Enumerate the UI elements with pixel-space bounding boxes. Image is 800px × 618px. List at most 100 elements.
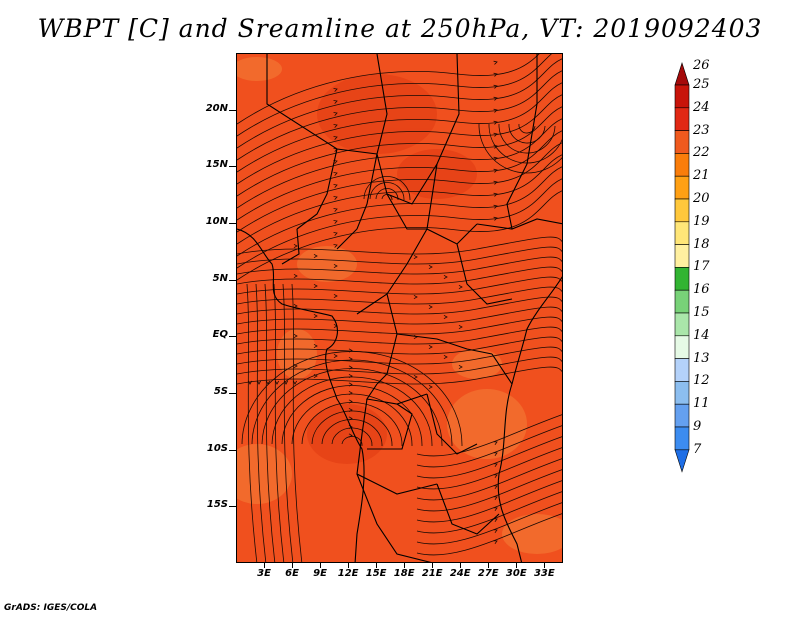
streamline xyxy=(416,414,562,457)
streamline xyxy=(237,130,562,221)
streamline-arrow xyxy=(458,284,463,290)
streamline-arrow xyxy=(493,156,498,161)
streamline-arrow xyxy=(292,380,298,385)
streamline xyxy=(291,393,413,447)
streamline-arrow xyxy=(493,518,498,523)
streamline xyxy=(508,123,546,144)
streamline xyxy=(251,359,453,447)
longitude-label: 33E xyxy=(533,568,555,579)
streamline-arrow xyxy=(333,196,338,200)
streamline-arrow xyxy=(293,333,298,339)
streamline xyxy=(237,256,562,275)
streamline xyxy=(237,178,562,269)
streamline-arrow xyxy=(333,353,338,359)
latitude-tick xyxy=(229,336,236,338)
streamline-arrow xyxy=(348,356,353,362)
streamline xyxy=(237,70,562,161)
streamline xyxy=(237,286,562,305)
longitude-label: 18E xyxy=(393,568,415,579)
longitude-tick xyxy=(376,563,378,568)
streamline-arrow xyxy=(348,348,353,353)
longitude-tick xyxy=(488,563,490,568)
software-credit: GrADS: IGES/COLA xyxy=(4,603,98,613)
streamline-arrow xyxy=(333,112,338,116)
colorbar-swatch xyxy=(674,312,690,337)
map-panel xyxy=(236,53,563,563)
streamline xyxy=(518,123,536,134)
streamline-arrow xyxy=(333,263,338,269)
streamline-arrow xyxy=(333,232,338,236)
streamline-arrow xyxy=(493,463,498,468)
streamline xyxy=(237,336,562,355)
streamline-arrow xyxy=(493,204,498,209)
streamline xyxy=(237,54,552,137)
longitude-tick xyxy=(544,563,546,568)
longitude-tick xyxy=(432,563,434,568)
streamline-arrow xyxy=(313,253,318,259)
streamline xyxy=(271,376,433,447)
streamline-arrow xyxy=(428,304,433,310)
latitude-label: EQ xyxy=(212,329,228,341)
longitude-label: 21E xyxy=(421,568,443,579)
latitude-tick xyxy=(229,506,236,508)
colorbar-swatch xyxy=(674,449,690,473)
colorbar-swatch xyxy=(674,335,690,359)
colorbar-level-label: 9 xyxy=(693,419,702,434)
streamline xyxy=(416,447,562,490)
streamline xyxy=(301,402,403,447)
latitude-tick xyxy=(229,109,236,111)
colorbar xyxy=(674,62,690,473)
colorbar-level-label: 15 xyxy=(693,305,710,320)
streamline-arrow xyxy=(413,254,418,260)
streamline xyxy=(478,123,562,174)
longitude-tick xyxy=(404,563,406,568)
colorbar-level-label: 7 xyxy=(693,441,702,457)
colorbar-level-label: 21 xyxy=(693,168,710,184)
streamline xyxy=(241,351,463,447)
streamline-arrow xyxy=(493,168,498,173)
streamline xyxy=(237,82,562,173)
streamline-arrow xyxy=(333,244,338,248)
streamline xyxy=(237,58,562,149)
colorbar-level-label: 18 xyxy=(693,236,710,252)
streamline xyxy=(255,283,267,562)
streamline-arrow xyxy=(443,274,448,280)
colorbar-swatch xyxy=(674,198,690,223)
streamline-arrow xyxy=(493,84,498,89)
streamline xyxy=(416,502,562,545)
streamline xyxy=(341,436,363,447)
latitude-tick xyxy=(229,166,236,168)
streamline-arrow xyxy=(348,373,353,379)
map-canvas xyxy=(237,54,562,562)
streamline-arrow xyxy=(493,485,498,490)
streamline xyxy=(261,368,443,447)
streamline xyxy=(416,425,562,468)
latitude-tick xyxy=(229,449,236,451)
colorbar-level-label: 14 xyxy=(693,327,710,343)
streamline xyxy=(416,469,562,512)
streamline xyxy=(498,123,556,154)
colorbar-level-label: 13 xyxy=(693,350,710,366)
streamline xyxy=(237,346,562,365)
streamline-arrow xyxy=(274,380,280,385)
colorbar-swatch xyxy=(674,153,690,177)
streamline xyxy=(237,142,562,233)
latitude-tick xyxy=(229,223,236,224)
streamline-arrow xyxy=(493,441,498,446)
streamline xyxy=(416,458,562,501)
streamline-arrow xyxy=(333,184,338,188)
streamline-arrow xyxy=(493,180,498,185)
streamline xyxy=(237,366,562,385)
streamline-arrow xyxy=(413,374,418,380)
streamline-arrow xyxy=(493,496,498,501)
streamline-arrow xyxy=(493,452,498,457)
streamline xyxy=(282,283,294,562)
streamline xyxy=(264,283,276,562)
longitude-label: 27E xyxy=(477,568,499,579)
colorbar-level-label: 19 xyxy=(693,213,710,229)
colorbar-swatch xyxy=(674,381,690,405)
streamline xyxy=(416,491,562,534)
streamline-arrow xyxy=(256,380,262,385)
streamline-arrow xyxy=(348,407,353,413)
streamline xyxy=(237,94,562,185)
